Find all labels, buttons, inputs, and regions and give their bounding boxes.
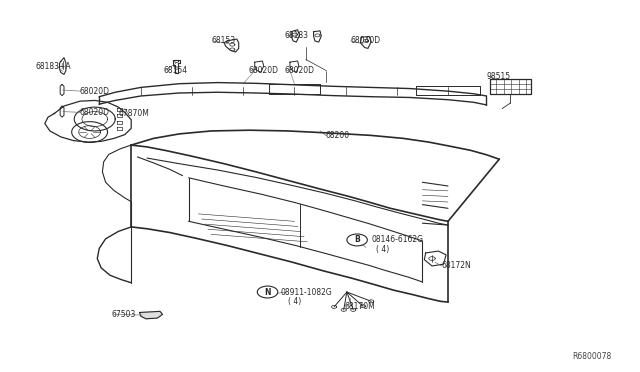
Text: 68040D: 68040D: [351, 36, 381, 45]
Text: 68183: 68183: [285, 31, 309, 40]
Circle shape: [257, 286, 278, 298]
Text: 68170M: 68170M: [344, 302, 375, 311]
Text: R6800078: R6800078: [572, 352, 611, 361]
Text: 08146-6162G: 08146-6162G: [371, 235, 423, 244]
Polygon shape: [140, 311, 163, 319]
Text: ( 4): ( 4): [288, 297, 301, 306]
Text: B: B: [355, 235, 360, 244]
Text: 08911-1082G: 08911-1082G: [280, 288, 332, 296]
Text: 67870M: 67870M: [118, 109, 149, 118]
Text: N: N: [264, 288, 271, 296]
Text: 68154: 68154: [163, 66, 188, 75]
Text: 98515: 98515: [486, 72, 511, 81]
Text: 68200: 68200: [325, 131, 349, 140]
Text: 68183+A: 68183+A: [35, 62, 71, 71]
Circle shape: [347, 234, 367, 246]
Text: 67503: 67503: [112, 310, 136, 319]
Text: 68172N: 68172N: [442, 262, 471, 270]
Text: 68153: 68153: [211, 36, 236, 45]
Text: 68020D: 68020D: [248, 66, 278, 75]
Text: 68020D: 68020D: [285, 66, 315, 75]
Text: ( 4): ( 4): [376, 245, 390, 254]
Text: 68020D: 68020D: [80, 87, 110, 96]
Text: 68020D: 68020D: [80, 108, 110, 117]
